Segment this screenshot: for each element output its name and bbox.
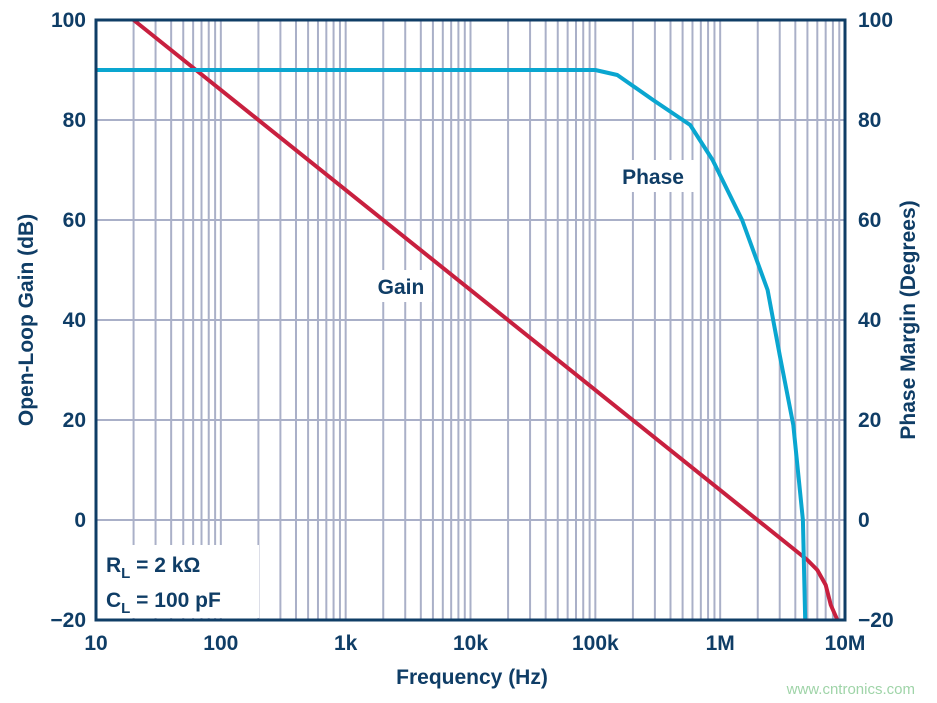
x-tick-label: 10 <box>84 632 107 655</box>
phase-label-bg <box>612 160 694 192</box>
y-tick-label: 100 <box>51 9 86 32</box>
rl-annotation: RL = 2 kΩ <box>106 554 200 582</box>
y-tick-label: 40 <box>63 309 86 332</box>
y-tick-labels: −20 0 20 40 60 80 100 <box>50 9 86 632</box>
y-tick-label: 60 <box>63 209 86 232</box>
x-axis-label: Frequency (Hz) <box>396 666 548 689</box>
y2-tick-label: 40 <box>858 309 881 332</box>
y2-tick-label: 0 <box>858 509 870 532</box>
plot-border <box>94 18 847 622</box>
y-tick-label: 20 <box>63 409 86 432</box>
x-tick-label: 1k <box>334 632 358 655</box>
x-tick-labels: 10 100 1k 10k 100k 1M 10M <box>84 632 865 655</box>
grid <box>96 20 845 620</box>
y2-tick-label: −20 <box>858 609 894 632</box>
y2-tick-label: 20 <box>858 409 881 432</box>
gain-label-bg <box>370 270 432 302</box>
y2-tick-label: 100 <box>858 9 893 32</box>
y2-tick-label: 80 <box>858 109 881 132</box>
y-tick-label: −20 <box>50 609 86 632</box>
y2-tick-labels: −20 0 20 40 60 80 100 <box>858 9 894 632</box>
series-lines <box>96 18 840 621</box>
x-tick-label: 10k <box>453 632 488 655</box>
watermark: www.cntronics.com <box>786 681 915 698</box>
y2-axis-label: Phase Margin (Degrees) <box>897 200 920 439</box>
x-tick-label: 1M <box>706 632 735 655</box>
x-tick-label: 100k <box>572 632 619 655</box>
x-tick-label: 100 <box>203 632 238 655</box>
cl-annotation: CL = 100 pF <box>106 589 221 617</box>
phase-series-label: Phase <box>622 166 684 189</box>
gain-series-label: Gain <box>378 276 425 299</box>
series-line-phase <box>96 68 808 621</box>
y-tick-label: 80 <box>63 109 86 132</box>
y2-tick-label: 60 <box>858 209 881 232</box>
series-line-gain <box>132 18 840 621</box>
conditions-box <box>99 545 259 618</box>
y-axis-label: Open-Loop Gain (dB) <box>15 214 38 426</box>
y-tick-label: 0 <box>74 509 86 532</box>
x-tick-label: 10M <box>825 632 866 655</box>
